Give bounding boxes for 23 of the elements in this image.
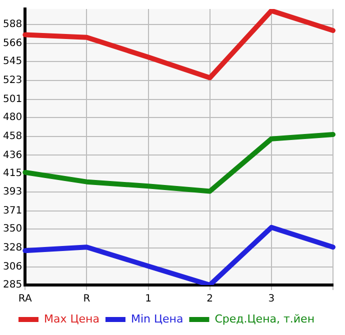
legend-label: Min Цена	[130, 312, 184, 326]
y-tick-label: 393	[2, 186, 22, 198]
y-tick-label: 588	[2, 19, 22, 30]
y-tick-label: 371	[2, 206, 22, 217]
y-tick-label: 285	[2, 280, 22, 291]
x-tick-label: 3	[268, 294, 275, 305]
y-tick-label: 545	[2, 56, 22, 68]
y-tick-label: 458	[2, 130, 22, 142]
y-tick-label: 480	[2, 112, 22, 123]
legend-label: Сред.Цена, т.йен	[214, 312, 315, 326]
y-tick-label: 501	[2, 94, 22, 105]
y-tick-label: 328	[2, 242, 22, 254]
y-tick-label: 436	[2, 150, 22, 161]
y-tick-label: 523	[2, 74, 22, 86]
y-tick-label: 415	[2, 168, 22, 179]
y-tick-label: 306	[2, 262, 22, 273]
x-tick-label: 1	[145, 294, 152, 305]
y-tick-label: 566	[2, 38, 22, 49]
y-tick-label: 350	[2, 224, 22, 235]
x-tick-label: R	[83, 294, 90, 305]
x-tick-label: RA	[18, 294, 32, 305]
x-tick-label: 2	[206, 294, 214, 305]
legend-label: Max Цена	[44, 312, 100, 326]
